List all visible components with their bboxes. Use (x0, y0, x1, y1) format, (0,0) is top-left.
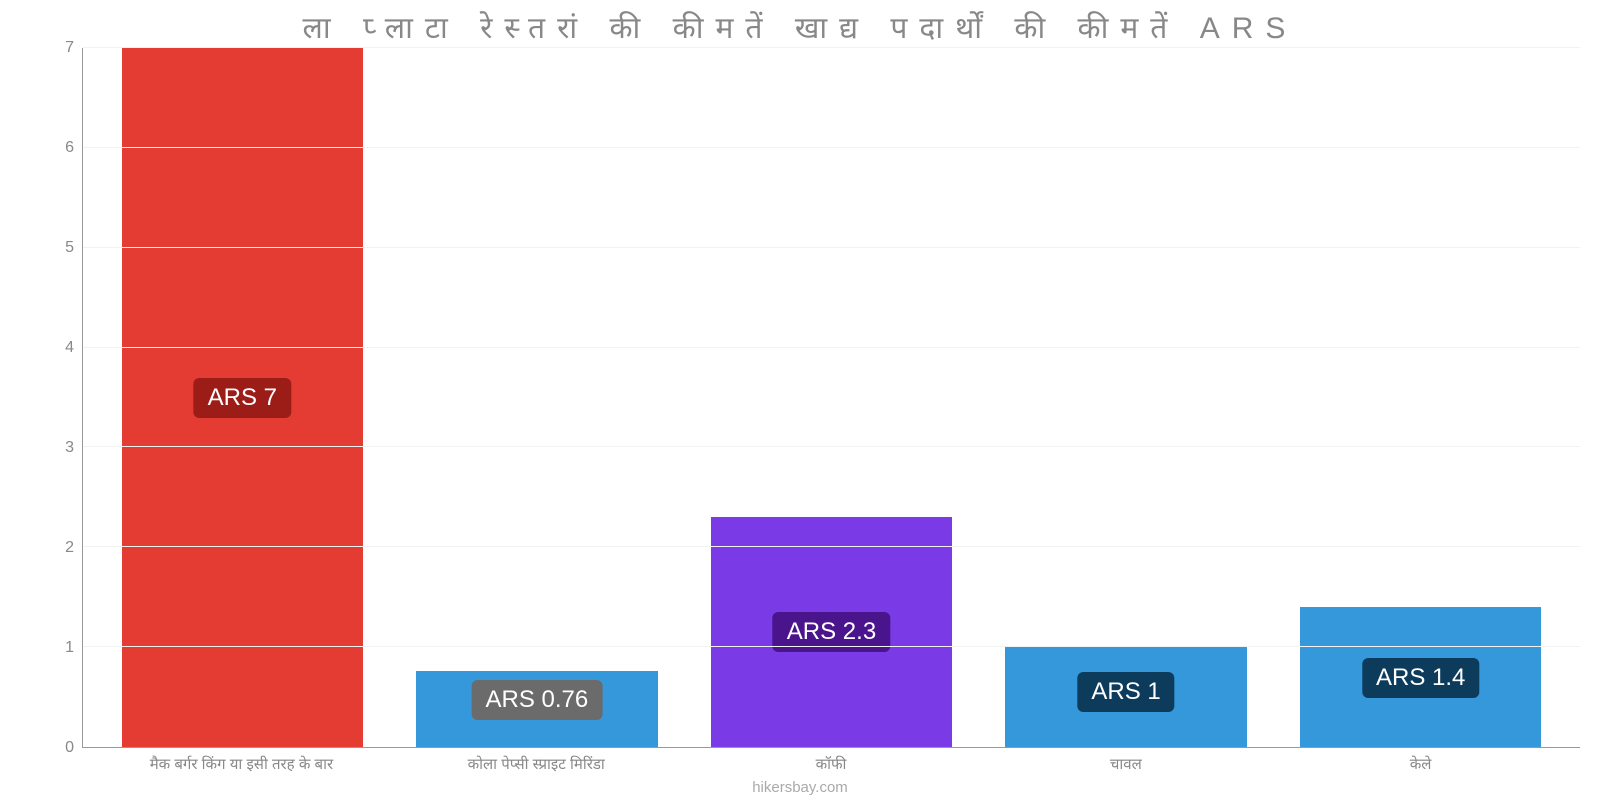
x-tick: चावल (978, 754, 1273, 774)
grid-line (83, 147, 1580, 148)
plot-area: ARS 7 ARS 0.76 ARS 2.3 ARS 1 ARS 1.4 (82, 48, 1580, 748)
grid-line (83, 546, 1580, 547)
bars-group: ARS 7 ARS 0.76 ARS 2.3 ARS 1 ARS 1.4 (83, 48, 1580, 747)
bar-column: ARS 0.76 (390, 48, 685, 747)
x-tick: कोला पेप्सी स्प्राइट मिरिंडा (389, 754, 684, 774)
y-axis: 01234567 (50, 48, 80, 748)
bar-column: ARS 1.4 (1273, 48, 1568, 747)
grid-line (83, 347, 1580, 348)
chart-container: ला प्लाटा रेस्तरां की कीमतें खाद्य पदार्… (0, 0, 1600, 800)
bar-column: ARS 2.3 (684, 48, 979, 747)
grid-line (83, 446, 1580, 447)
value-badge: ARS 0.76 (472, 680, 603, 720)
y-tick: 5 (65, 239, 74, 257)
bar: ARS 1 (1005, 647, 1247, 747)
y-tick: 2 (65, 539, 74, 557)
bar: ARS 7 (122, 48, 364, 747)
y-tick: 4 (65, 339, 74, 357)
bar-column: ARS 7 (95, 48, 390, 747)
x-tick: मैक बर्गर किंग या इसी तरह के बार (94, 754, 389, 774)
y-tick: 3 (65, 439, 74, 457)
x-tick: केले (1273, 754, 1568, 774)
value-badge: ARS 7 (194, 378, 291, 418)
value-badge: ARS 1 (1077, 672, 1174, 712)
x-axis: मैक बर्गर किंग या इसी तरह के बारकोला पेप… (82, 754, 1580, 774)
bar: ARS 1.4 (1300, 607, 1542, 747)
chart-footer: hikersbay.com (0, 779, 1600, 796)
y-tick: 0 (65, 739, 74, 757)
chart-title: ला प्लाटा रेस्तरां की कीमतें खाद्य पदार्… (0, 0, 1600, 51)
plot-region: 01234567 ARS 7ARS 0.76ARS 2.3ARS 1ARS 1.… (50, 48, 1580, 748)
x-tick: कॉफी (684, 754, 979, 774)
bar: ARS 2.3 (711, 517, 953, 747)
y-tick: 7 (65, 39, 74, 57)
value-badge: ARS 1.4 (1362, 658, 1479, 698)
grid-line (83, 646, 1580, 647)
grid-line (83, 247, 1580, 248)
y-tick: 6 (65, 139, 74, 157)
grid-line (83, 47, 1580, 48)
bar-column: ARS 1 (979, 48, 1274, 747)
y-tick: 1 (65, 639, 74, 657)
bar: ARS 0.76 (416, 671, 658, 747)
